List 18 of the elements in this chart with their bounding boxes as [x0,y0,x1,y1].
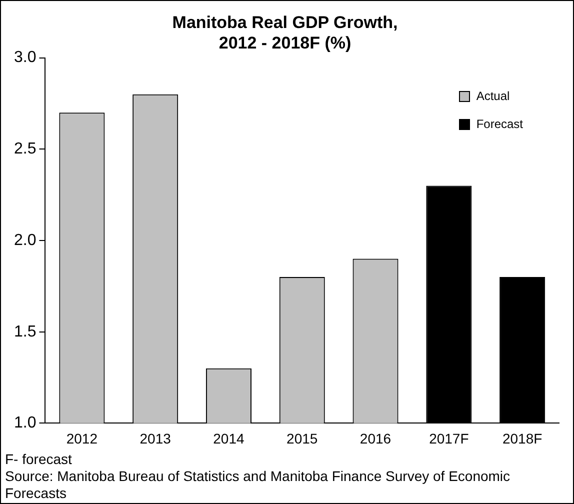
y-tick-label: 2.0 [14,232,36,249]
x-tick-label: 2012 [66,430,98,446]
x-tick-label: 2016 [360,430,392,446]
legend-label: Forecast [476,117,523,131]
legend-label: Actual [476,89,510,103]
y-tick-label: 1.5 [14,323,36,340]
text: Manitoba Real GDP Growth, [172,12,398,32]
y-tick-label: 3.0 [14,49,36,66]
text: F- forecast [5,451,73,468]
y-tick-label: 2.5 [14,140,36,158]
x-tick-label: 2015 [286,430,318,446]
y-tick-label: 1.0 [14,414,36,432]
text: 2012 - 2018F (%) [218,33,352,52]
x-tick-label: 2013 [140,430,172,446]
x-tick-label: 2018F [502,430,542,446]
x-tick-label: 2014 [213,430,245,446]
source-note: Source: Manitoba Bureau of Statistics and Manitoba Finance Survey of Economic Forecasts [5,468,512,502]
x-tick-label: 2017F [429,430,469,446]
